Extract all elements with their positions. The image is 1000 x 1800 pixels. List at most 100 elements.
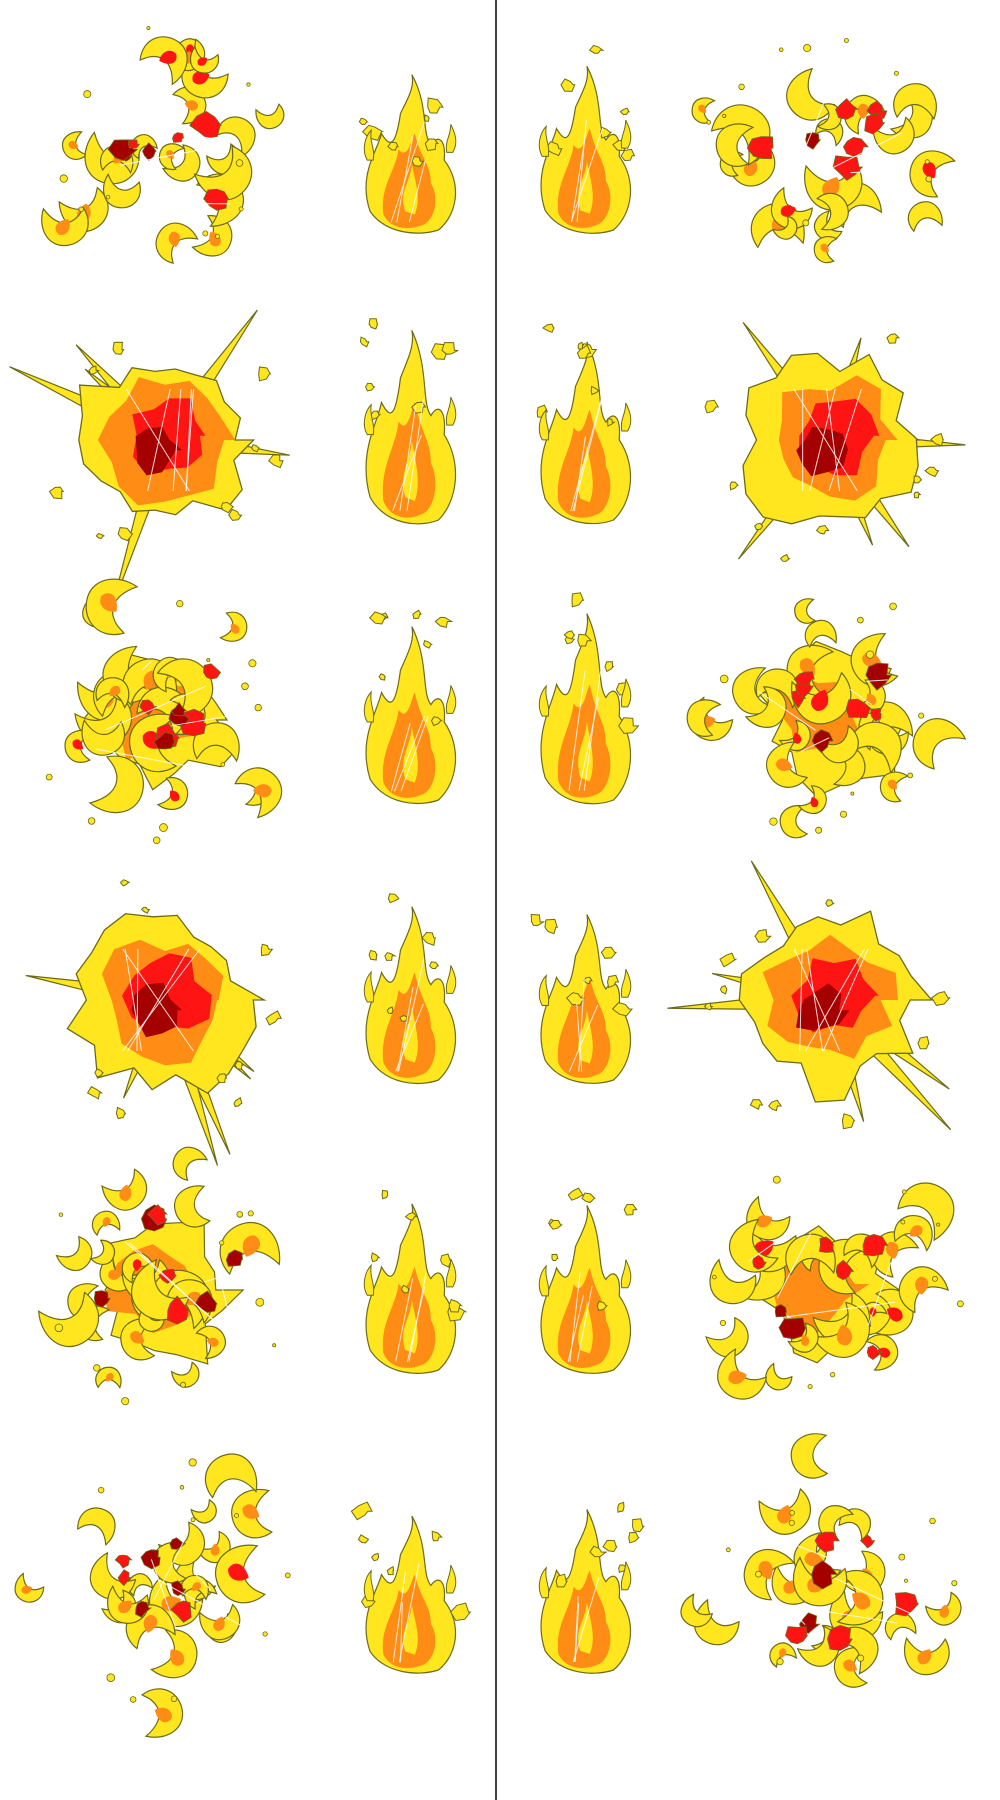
- fire-shape: [719, 984, 728, 995]
- fire-shape: [199, 1603, 241, 1641]
- highlight-stroke: [568, 670, 586, 791]
- right-panel-row-6-flame-icon: [538, 1501, 645, 1674]
- right-panel-row-1-flame-icon: [538, 44, 636, 234]
- fire-shape: [127, 1573, 154, 1597]
- highlight-stroke: [822, 948, 869, 1052]
- fire-shape: [917, 1036, 930, 1050]
- fire-shape: [818, 1505, 855, 1541]
- left-panel-row-6-scattered-burst-icon: [14, 1453, 291, 1738]
- fire-shape: [811, 1560, 838, 1590]
- fire-shape: [829, 1371, 836, 1378]
- fire-shape: [197, 57, 207, 66]
- fire-shape: [804, 619, 837, 649]
- fire-shape: [779, 1648, 787, 1659]
- fire-shape: [386, 1006, 394, 1015]
- fire-shape: [555, 1573, 568, 1588]
- fire-shape: [732, 667, 774, 715]
- fire-shape: [146, 1204, 168, 1226]
- fire-shape: [450, 1602, 472, 1622]
- fire-shape: [219, 1240, 225, 1246]
- fire-shape: [242, 1504, 260, 1519]
- fire-shape: [363, 690, 375, 723]
- fire-shape: [725, 1547, 731, 1553]
- highlight-stroke: [122, 948, 201, 1052]
- fire-shape: [903, 1578, 909, 1583]
- fire-shape: [169, 790, 180, 802]
- fire-shape: [930, 432, 944, 447]
- fire-shape: [753, 522, 764, 531]
- fire-shape: [159, 50, 177, 64]
- fire-shape: [172, 1146, 209, 1182]
- fire-shape: [758, 1487, 811, 1535]
- fire-shape: [599, 126, 613, 139]
- fire-shape: [607, 418, 616, 427]
- highlight-stroke: [748, 1232, 790, 1262]
- fire-shape: [38, 1291, 100, 1348]
- fire-shape: [146, 26, 151, 31]
- left-panel-row-3-flame-icon: [363, 609, 457, 805]
- fire-shape: [816, 192, 849, 231]
- fire-shape: [913, 475, 923, 484]
- fire-shape: [815, 524, 830, 535]
- fire-shape: [693, 1598, 740, 1646]
- fire-shape: [258, 366, 272, 382]
- fire-shape: [108, 1269, 123, 1280]
- highlight-stroke: [397, 987, 414, 1072]
- highlight-stroke: [392, 434, 422, 511]
- fire-shape: [189, 45, 220, 74]
- fire-shape: [813, 236, 838, 264]
- fire-shape: [204, 1453, 258, 1499]
- fire-shape: [234, 767, 283, 819]
- highlight-stroke: [573, 436, 586, 512]
- fire-shape: [810, 797, 819, 808]
- fire-shape: [441, 342, 459, 355]
- fire-shape: [81, 718, 126, 756]
- highlight-stroke: [791, 1610, 806, 1625]
- highlight-stroke: [576, 119, 587, 222]
- fire-shape: [381, 1189, 389, 1200]
- fire-shape: [21, 1585, 33, 1594]
- highlight-stroke: [778, 1603, 897, 1624]
- fire-shape: [176, 600, 184, 608]
- fire-shape: [715, 123, 755, 167]
- fire-shape: [72, 739, 84, 750]
- fire-shape: [105, 194, 111, 200]
- fire-shape: [859, 1534, 876, 1549]
- fire-shape: [600, 946, 618, 959]
- highlight-stroke: [866, 679, 888, 682]
- fire-shape: [58, 1212, 64, 1217]
- fire-shape: [228, 1563, 249, 1581]
- fire-shape: [143, 1614, 158, 1633]
- highlight-stroke: [138, 117, 172, 124]
- highlight-stroke: [776, 1233, 811, 1299]
- fire-shape: [924, 466, 940, 478]
- fire-shape: [154, 1707, 172, 1723]
- fire-shape: [230, 624, 240, 634]
- fire-shape: [818, 1505, 855, 1541]
- fire-shape: [729, 481, 740, 491]
- highlight-stroke: [570, 396, 603, 512]
- fire-shape: [620, 1561, 632, 1591]
- fire-shape: [55, 1235, 93, 1271]
- fire-shape: [368, 949, 378, 961]
- fire-shape: [77, 1507, 116, 1547]
- fire-shape: [746, 1195, 791, 1241]
- fire-shape: [794, 598, 816, 624]
- fire-shape: [445, 1564, 457, 1594]
- highlight-stroke: [576, 1285, 593, 1362]
- fire-shape: [749, 1099, 764, 1110]
- fire-shape: [538, 1264, 550, 1297]
- fire-shape: [140, 906, 151, 914]
- fire-shape: [140, 1549, 161, 1570]
- fire-shape: [359, 336, 370, 348]
- fire-shape: [897, 1182, 955, 1242]
- fire-shape: [150, 1629, 198, 1679]
- highlight-stroke: [408, 1273, 427, 1362]
- fire-shape: [55, 1235, 93, 1271]
- fire-shape: [538, 408, 550, 441]
- fire-shape: [816, 192, 849, 231]
- fire-shape: [779, 553, 791, 562]
- fire-shape: [180, 1381, 187, 1388]
- fire-shape: [563, 630, 576, 640]
